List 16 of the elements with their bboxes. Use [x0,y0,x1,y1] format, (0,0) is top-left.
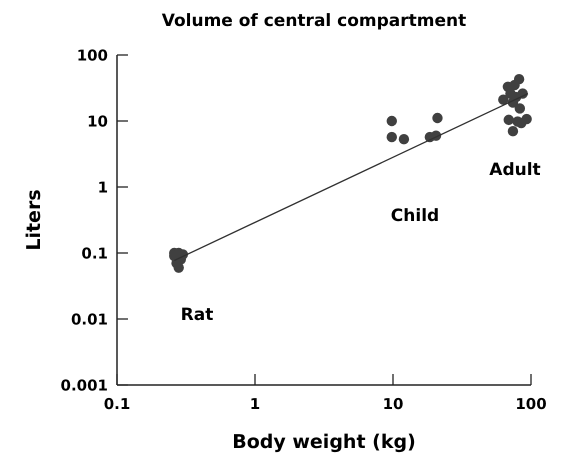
chart-title: Volume of central compartment [162,11,466,31]
y-tick-label: 100 [76,46,108,64]
y-axis-title: Liters [23,189,45,251]
y-tick-label: 10 [87,112,108,130]
x-tick-label: 10 [382,395,404,413]
x-tick-label: 100 [515,395,547,413]
x-tick-label: 1 [250,395,260,413]
y-tick-label: 0.01 [70,310,108,328]
annotation: Rat [180,305,214,325]
annotation: Child [390,206,440,226]
x-tick-label: 0.1 [104,395,130,413]
y-tick-label: 1 [98,178,108,196]
x-axis-title: Body weight (kg) [232,431,416,453]
y-tick-label: 0.001 [60,376,108,394]
annotation: Adult [489,160,541,180]
y-tick-label: 0.1 [81,244,108,262]
